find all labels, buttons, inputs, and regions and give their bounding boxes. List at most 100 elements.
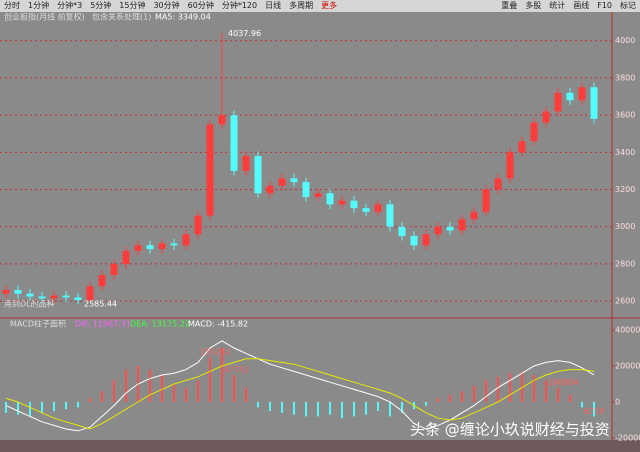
candle-body (350, 200, 358, 209)
candle-body (86, 286, 94, 301)
candle-body (254, 156, 262, 194)
candle-body (374, 204, 382, 212)
candle-body (50, 295, 58, 299)
y-tick-label: 4000 (615, 36, 635, 45)
candle-body (554, 92, 562, 112)
candle-body (578, 87, 586, 101)
candle-body (146, 245, 154, 250)
candle-body (422, 234, 430, 246)
toolbar-button[interactable]: 分钟*3 (57, 1, 83, 10)
candle-body (182, 234, 190, 246)
toolbar-button[interactable]: 60分钟 (187, 1, 214, 10)
price-annotation: 2585.44 (84, 299, 117, 308)
ma-label: MA5: 3349.04 (155, 13, 211, 22)
candle-body (134, 245, 142, 251)
toolbar: 分时 1分钟 分钟*3 5分钟 15分钟 30分钟 60分钟 分钟*120 日线 多周期 更多 重叠多… (0, 0, 640, 12)
area-label: 155242 (200, 348, 231, 357)
candle-body (242, 156, 250, 171)
toolbar-button[interactable]: 5分钟 (90, 1, 112, 10)
candle-body (530, 122, 538, 142)
legend-dif: DIF: 11967.31 (75, 320, 131, 329)
candle-body (386, 204, 394, 227)
legend-dea: DEA: 13175.22 (130, 320, 190, 329)
candle-body (338, 200, 346, 205)
macd-title: MACD柱子面积 (10, 319, 66, 329)
candle-body (314, 193, 322, 197)
candle-body (398, 226, 406, 237)
candle-body (158, 243, 166, 250)
y-tick-label: -20000 (615, 434, 640, 443)
toolbar-button[interactable]: 分钟*120 (221, 1, 258, 10)
candle-body (38, 296, 46, 299)
candle-body (26, 293, 34, 297)
candle-body (470, 211, 478, 220)
candle-body (302, 182, 310, 197)
toolbar-button[interactable]: 标记 (620, 1, 636, 10)
candle-body (434, 226, 442, 235)
candle-body (290, 178, 298, 183)
note: 用到DL的品种 (4, 299, 55, 309)
toolbar-button[interactable]: 日线 (265, 1, 282, 10)
candle-body (230, 115, 238, 171)
candle-body (410, 236, 418, 246)
candle-body (326, 193, 334, 205)
toolbar-button[interactable]: F10 (597, 1, 612, 10)
price-annotation: 4037.96 (228, 29, 261, 38)
y-tick-label: 40000 (615, 326, 640, 335)
candle-body (482, 189, 490, 212)
candle-body (62, 295, 70, 298)
chart-title: 创业板指(月线 前复权) (4, 12, 85, 22)
candle-body (74, 297, 82, 301)
toolbar-button[interactable]: 多周期 (289, 1, 314, 10)
candle-body (518, 141, 526, 153)
toolbar-button[interactable]: 重叠 (501, 1, 518, 10)
y-tick-label: 0 (615, 398, 620, 407)
legend-macd: MACD: -415.82 (188, 320, 248, 329)
area-label: 6719 (584, 407, 604, 416)
y-tick-label: 2600 (615, 297, 635, 306)
toolbar-button[interactable]: 1分钟 (28, 1, 50, 10)
y-tick-label: 3000 (615, 222, 635, 231)
area-label: 47751 (224, 366, 249, 375)
macd-line (5, 340, 595, 432)
candle-body (206, 124, 214, 216)
candle-body (446, 226, 454, 231)
candle-body (278, 178, 286, 186)
toolbar-button[interactable]: 15分钟 (119, 1, 146, 10)
y-tick-label: 3600 (615, 111, 635, 120)
y-tick-label: 3200 (615, 185, 635, 194)
candle-body (266, 185, 274, 194)
candle-body (458, 219, 466, 231)
y-tick-label: 3400 (615, 148, 635, 157)
status-bar (0, 440, 640, 452)
candle-body (14, 289, 22, 294)
area-label: 186084 (548, 378, 579, 387)
toolbar-button[interactable]: 分时 (4, 1, 20, 10)
candle-body (122, 250, 130, 264)
macd-line (5, 358, 595, 430)
candle-body (566, 92, 574, 101)
toolbar-button[interactable]: 更多 (321, 1, 338, 10)
candle-body (110, 263, 118, 276)
mode-label: 包含关系处理(1) (92, 12, 151, 22)
toolbar-button[interactable]: 多股 (525, 1, 542, 10)
candle-body (194, 215, 202, 235)
y-tick-label: 20000 (615, 362, 640, 371)
candle-body (542, 111, 550, 123)
candle-body (506, 152, 514, 179)
y-tick-label: 3800 (615, 73, 635, 82)
candle-body (362, 208, 370, 212)
chart: 创业板指(月线 前复权) 包含关系处理(1) MA5: 3349.04 用到DL… (0, 12, 640, 452)
candle-body (590, 87, 598, 119)
toolbar-button[interactable]: 统计 (549, 1, 566, 10)
candle-body (170, 243, 178, 246)
y-tick-label: 2800 (615, 259, 635, 268)
toolbar-button[interactable]: 30分钟 (153, 1, 180, 10)
watermark: 头条 @缠论小玖说财经与投资 (410, 421, 610, 439)
toolbar-button[interactable]: 画线 (573, 1, 590, 10)
candle-body (494, 178, 502, 190)
candle-body (2, 289, 10, 294)
candle-body (218, 115, 226, 125)
spacer (341, 0, 497, 12)
